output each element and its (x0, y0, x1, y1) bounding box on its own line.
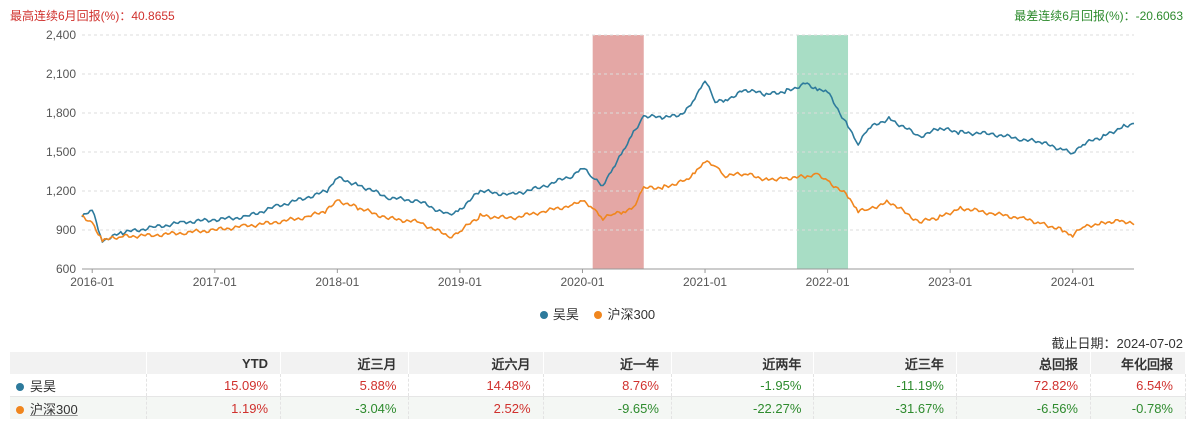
chart-legend: 吴昊 沪深300 (0, 304, 1195, 323)
table-cell: -3.04% (280, 396, 410, 419)
table-cell: 15.09% (146, 374, 282, 397)
table-cell: -0.78% (1090, 396, 1186, 419)
table-header-3m: 近三月 (280, 352, 410, 374)
y-tick-label: 1,500 (46, 145, 76, 159)
row-name-link[interactable]: 沪深300 (30, 401, 78, 417)
table-cell: -1.95% (671, 374, 815, 397)
table-header-total: 总回报 (956, 352, 1092, 374)
legend-item-fund[interactable]: 吴昊 (539, 304, 579, 323)
table-cell: 6.54% (1090, 374, 1186, 397)
table-cell: -11.19% (813, 374, 957, 397)
table-row: 吴昊 15.09% 5.88% 14.48% 8.76% -1.95% -11.… (10, 374, 1186, 397)
y-tick-label: 900 (56, 223, 76, 237)
x-tick-label: 2018-01 (315, 275, 359, 289)
performance-table: YTD 近三月 近六月 近一年 近两年 近三年 总回报 年化回报 吴昊 15.0… (10, 352, 1186, 419)
table-header-ytd: YTD (146, 352, 282, 374)
x-tick-label: 2022-01 (806, 275, 850, 289)
table-header-1y: 近一年 (543, 352, 672, 374)
table-cell: -31.67% (813, 396, 957, 419)
row-name-cell: 沪深300 (10, 396, 147, 419)
x-tick-label: 2024-01 (1051, 275, 1095, 289)
legend-dot-fund (539, 311, 548, 319)
table-header-6m: 近六月 (408, 352, 544, 374)
legend-dot-benchmark (594, 311, 603, 319)
y-tick-label: 1,200 (46, 184, 76, 198)
x-tick-label: 2016-01 (70, 275, 114, 289)
x-tick-label: 2017-01 (193, 275, 237, 289)
table-cell: 14.48% (408, 374, 544, 397)
legend-item-benchmark[interactable]: 沪深300 (594, 304, 655, 323)
table-cell: -22.27% (671, 396, 815, 419)
y-tick-label: 600 (56, 262, 76, 276)
row-dot (16, 382, 24, 391)
table-cell: 5.88% (280, 374, 410, 397)
table-cell: 72.82% (956, 374, 1092, 397)
table-header-name (10, 352, 147, 374)
table-header-row: YTD 近三月 近六月 近一年 近两年 近三年 总回报 年化回报 (10, 352, 1186, 374)
legend-label-fund: 吴昊 (552, 307, 579, 322)
table-cell: 1.19% (146, 396, 282, 419)
table-cell: -9.65% (543, 396, 672, 419)
table-cell: 8.76% (543, 374, 672, 397)
series-line-benchmark (81, 160, 1135, 243)
x-tick-label: 2020-01 (560, 275, 604, 289)
row-dot (16, 405, 24, 414)
worst-6m-return-label: 最差连续6月回报(%)：-20.6063 (1014, 9, 1183, 23)
y-tick-label: 2,100 (46, 67, 76, 81)
row-name: 吴昊 (30, 378, 57, 394)
x-tick-label: 2023-01 (928, 275, 972, 289)
x-tick-label: 2021-01 (683, 275, 727, 289)
as-of-date: 截止日期：2024-07-02 (1051, 336, 1184, 351)
table-cell: 2.52% (408, 396, 544, 419)
y-tick-label: 1,800 (46, 106, 76, 120)
table-row: 沪深300 1.19% -3.04% 2.52% -9.65% -22.27% … (10, 396, 1186, 419)
series-line-fund (81, 80, 1135, 243)
table-header-annualized: 年化回报 (1090, 352, 1186, 374)
legend-label-benchmark: 沪深300 (607, 307, 656, 322)
y-tick-label: 2,400 (46, 28, 76, 42)
table-cell: -6.56% (956, 396, 1092, 419)
table-header-3y: 近三年 (813, 352, 957, 374)
best-6m-return-label: 最高连续6月回报(%)：40.8655 (10, 9, 175, 23)
table-header-2y: 近两年 (671, 352, 815, 374)
row-name-cell: 吴昊 (10, 374, 147, 397)
x-tick-label: 2019-01 (438, 275, 482, 289)
